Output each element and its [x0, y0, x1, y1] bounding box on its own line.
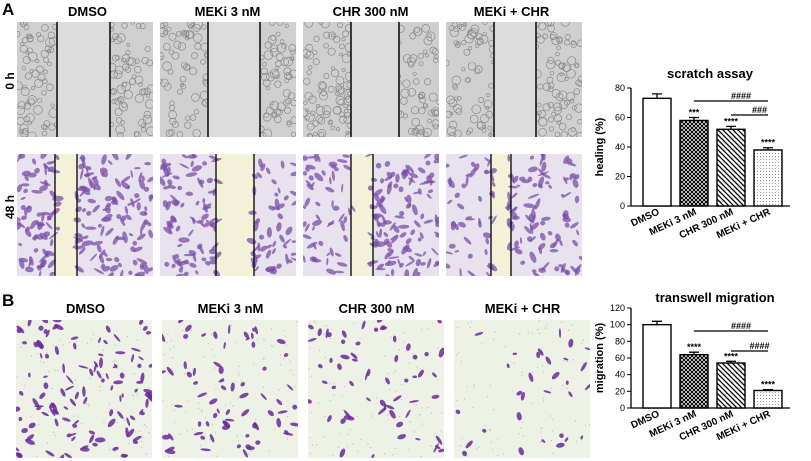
scratch-significance-3: ****: [724, 116, 739, 126]
panel-b-col-dmso: DMSO: [66, 301, 105, 316]
transwell-y-tick-label: 0: [620, 403, 625, 413]
scratch-error-bar-1: [652, 93, 662, 99]
transwell-error-bar-2: [689, 351, 699, 355]
scratch-bar-1: [642, 97, 672, 207]
transwell-bracket-label-2: ####: [749, 341, 769, 351]
transwell-y-tick-label: 60: [615, 353, 625, 363]
transwell-chart-title: transwell migration: [655, 290, 775, 305]
transwell-significance-3: ****: [724, 351, 739, 361]
scratch-bracket-label-1: ####: [731, 91, 751, 101]
transwell-y-tick-label: 20: [615, 386, 625, 396]
transwell-error-bar-3: [726, 360, 736, 363]
scratch-0h-image-3: [303, 22, 439, 137]
transwell-significance-4: ****: [761, 380, 776, 390]
panel-b-col-combo: MEKi + CHR: [484, 301, 561, 316]
scratch-significance-2: ***: [689, 108, 700, 118]
scratch-bar-3: [716, 128, 746, 207]
scratch-y-tick-label: 80: [615, 83, 625, 93]
transwell-bar-1: [642, 323, 672, 409]
scratch-y-axis-label: healing (%): [594, 117, 606, 176]
transwell-y-axis-label: migration (%): [594, 323, 606, 394]
panel-a-row-0h: 0 h: [3, 72, 17, 90]
scratch-bracket-label-2: ###: [752, 105, 767, 115]
scratch-y-tick-label: 40: [615, 142, 625, 152]
panel-a-letter: A: [2, 0, 15, 19]
scratch-error-bar-4: [763, 147, 773, 150]
panel-b-letter: B: [2, 291, 15, 310]
scratch-y-tick-label: 0: [620, 201, 625, 211]
transwell-y-tick-label: 80: [615, 336, 625, 346]
scratch-48h-image-2: [160, 154, 296, 276]
panel-a-col-meki: MEKi 3 nM: [194, 4, 261, 19]
transwell-image-2: [162, 320, 298, 458]
transwell-bar-2: [679, 353, 709, 409]
transwell-y-tick-label: 40: [615, 370, 625, 380]
transwell-bracket-label-1: ####: [731, 321, 751, 331]
scratch-48h-image-1: [17, 154, 153, 276]
transwell-image-3: [308, 320, 444, 458]
panel-a-col-chr: CHR 300 nM: [332, 4, 409, 19]
panel-b-col-chr: CHR 300 nM: [338, 301, 415, 316]
transwell-bar-3: [716, 362, 746, 409]
scratch-0h-image-1: [17, 22, 153, 137]
transwell-bar-4: [753, 389, 783, 409]
scratch-y-tick-label: 20: [615, 172, 625, 182]
scratch-0h-image-2: [160, 22, 296, 137]
transwell-significance-2: ****: [687, 342, 702, 352]
scratch-y-tick-label: 60: [615, 113, 625, 123]
transwell-image-1: [16, 320, 152, 458]
panel-b-col-meki: MEKi 3 nM: [197, 301, 264, 316]
scratch-error-bar-3: [726, 125, 736, 130]
scratch-error-bar-2: [689, 116, 699, 121]
transwell-y-tick-label: 100: [610, 320, 625, 330]
panel-a-row-48h: 48 h: [3, 195, 17, 220]
transwell-image-4: [454, 320, 590, 458]
scratch-0h-image-4: [446, 22, 582, 137]
panel-a-col-dmso: DMSO: [68, 4, 107, 19]
scratch-48h-image-4: [446, 154, 582, 276]
scratch-significance-4: ****: [761, 138, 776, 148]
scratch-bar-4: [753, 149, 783, 207]
scratch-chart-title: scratch assay: [666, 66, 753, 81]
panel-a-col-combo: MEKi + CHR: [473, 4, 550, 19]
scratch-bar-2: [679, 119, 709, 207]
transwell-error-bar-1: [652, 320, 662, 325]
transwell-y-tick-label: 120: [610, 304, 625, 313]
scratch-48h-image-3: [303, 154, 439, 276]
transwell-error-bar-4: [763, 389, 773, 391]
